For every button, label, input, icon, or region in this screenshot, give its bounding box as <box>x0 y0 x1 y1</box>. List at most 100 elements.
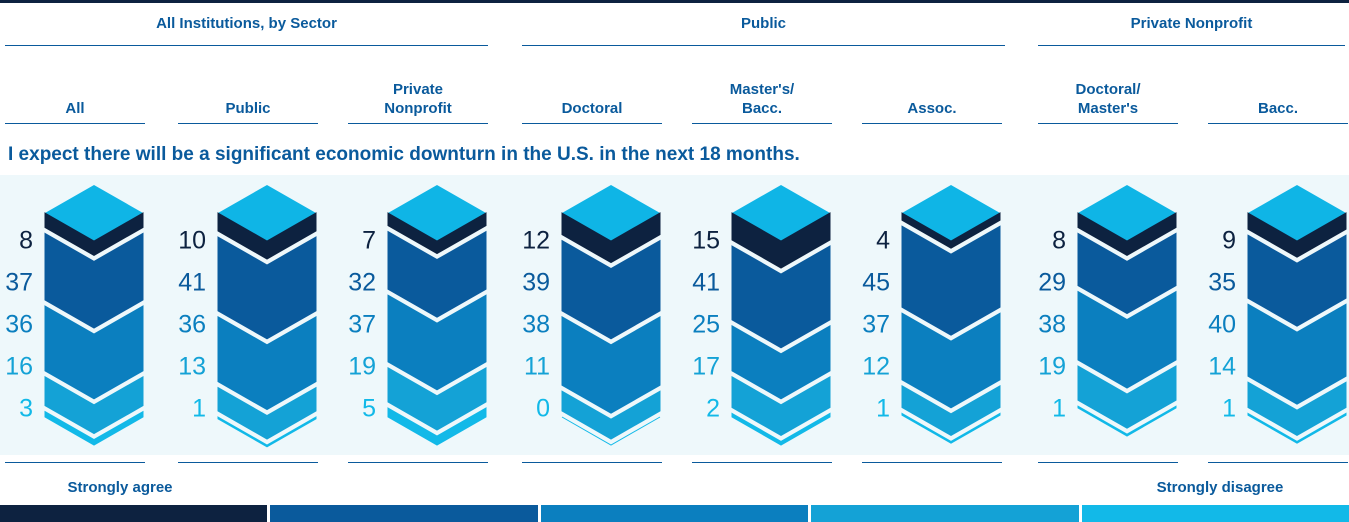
column-underline <box>692 123 832 124</box>
chevron-segment <box>387 230 487 318</box>
chevron-segment <box>1077 232 1177 315</box>
chevron-segment <box>731 324 831 400</box>
value-label: 1 <box>1052 395 1066 423</box>
value-label: 37 <box>348 311 376 339</box>
chevron-segment <box>217 315 317 411</box>
value-label: 29 <box>1038 269 1066 297</box>
chevron-segment <box>1077 290 1177 389</box>
chevron-segment <box>1247 303 1347 405</box>
chevron-segment <box>1247 412 1347 444</box>
value-label: 41 <box>178 269 206 297</box>
value-label: 36 <box>5 311 33 339</box>
chevron-segment <box>901 312 1001 409</box>
column-underline <box>522 123 662 124</box>
value-label: 3 <box>19 395 33 423</box>
chevron-segment <box>731 212 831 269</box>
value-label: 7 <box>362 227 376 255</box>
chevron-segment <box>561 416 661 446</box>
column-underline <box>348 123 488 124</box>
question: I expect there will be a significant eco… <box>8 144 800 165</box>
chevron-segment <box>387 407 487 446</box>
legend-bar <box>1081 505 1349 522</box>
group-header: All Institutions, by Sector <box>156 15 337 32</box>
chevron-segment <box>387 294 487 391</box>
value-label: 0 <box>536 395 550 423</box>
chevron-segment <box>217 236 317 340</box>
value-label: 17 <box>692 353 720 381</box>
chevron-segment <box>731 412 831 446</box>
value-label: 8 <box>1052 227 1066 255</box>
value-label: 14 <box>1208 353 1236 381</box>
value-label: 25 <box>692 311 720 339</box>
value-label: 12 <box>522 227 550 255</box>
chevron-segment <box>1077 405 1177 437</box>
legend-label: Strongly disagree <box>1156 479 1284 496</box>
chevron-segment <box>387 366 487 431</box>
column-baseline <box>522 462 662 463</box>
column-baseline <box>692 462 832 463</box>
column-baseline <box>348 462 488 463</box>
column-label: Bacc. <box>1257 100 1299 117</box>
chevron-segment <box>1077 212 1177 256</box>
value-label: 9 <box>1222 227 1236 255</box>
top-border <box>0 0 1349 3</box>
chevron-segment <box>1247 381 1347 436</box>
group-underline <box>522 45 1005 46</box>
chevron-segment <box>901 212 1001 249</box>
legend-bar <box>811 505 1079 522</box>
value-label: 13 <box>178 353 206 381</box>
value-label: 32 <box>348 269 376 297</box>
value-label: 37 <box>5 269 33 297</box>
legend-bar <box>0 505 268 522</box>
group-header: Private Nonprofit <box>1130 15 1253 32</box>
column-underline <box>178 123 318 124</box>
chevron-segment <box>44 212 144 256</box>
chevron-segment <box>561 239 661 340</box>
chevron-segment <box>1247 212 1347 258</box>
chevron-segment <box>731 245 831 349</box>
chevron-segment <box>1247 234 1347 327</box>
chevron-segment <box>44 375 144 435</box>
group-underline <box>5 45 488 46</box>
column-label: All <box>65 100 85 117</box>
column-underline <box>862 123 1002 124</box>
column-label: Private Nonprofit <box>384 81 452 117</box>
column-label: Assoc. <box>907 100 957 117</box>
value-label: 1 <box>192 395 206 423</box>
value-label: 11 <box>524 353 550 381</box>
column-baseline <box>862 462 1002 463</box>
legend-bar <box>270 505 538 522</box>
value-label: 35 <box>1208 269 1236 297</box>
value-label: 38 <box>1038 311 1066 339</box>
chevron-segment <box>217 416 317 448</box>
value-label: 15 <box>692 227 720 255</box>
chevron-segment <box>561 315 661 414</box>
value-label: 36 <box>178 311 206 339</box>
column-underline <box>1208 123 1348 124</box>
column-label: Public <box>225 100 271 117</box>
value-label: 8 <box>19 227 33 255</box>
chevron-segment <box>44 410 144 446</box>
value-label: 41 <box>692 269 720 297</box>
column-baseline <box>1038 462 1178 463</box>
column-baseline <box>1208 462 1348 463</box>
value-label: 19 <box>348 353 376 381</box>
column-label: Doctoral <box>561 100 623 117</box>
column-underline <box>5 123 145 124</box>
column-underline <box>1038 123 1178 124</box>
value-label: 39 <box>522 269 550 297</box>
chevron-segment <box>561 390 661 440</box>
value-label: 38 <box>522 311 550 339</box>
value-label: 45 <box>862 269 890 297</box>
chevron-segment <box>731 375 831 436</box>
chevron-segment <box>901 225 1001 336</box>
value-label: 2 <box>706 395 720 423</box>
column-label: Doctoral/ Master's <box>1075 81 1141 117</box>
group-header: Public <box>740 15 786 32</box>
value-label: 12 <box>862 353 890 381</box>
chevron-segment <box>901 412 1001 444</box>
value-label: 1 <box>1222 395 1236 423</box>
chevron-segment <box>561 212 661 264</box>
